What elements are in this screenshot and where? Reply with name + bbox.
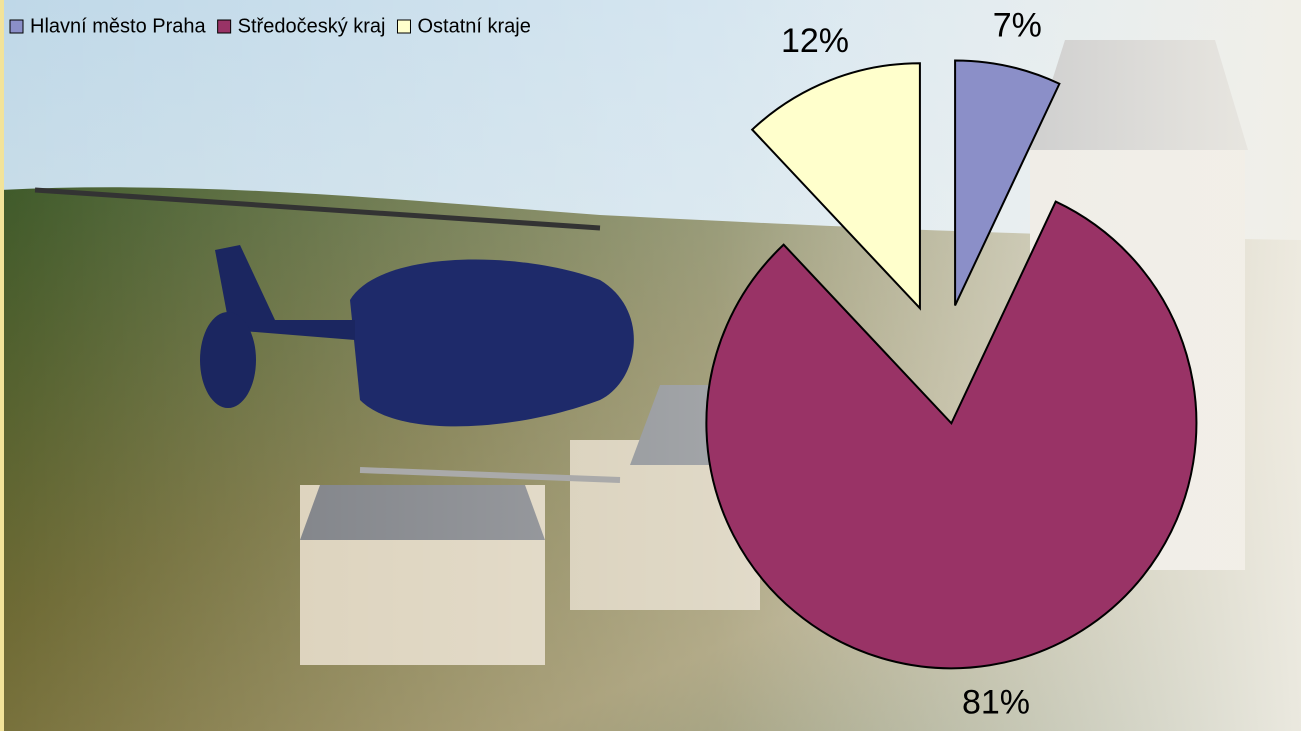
legend-label: Středočeský kraj [238,15,386,37]
legend-swatch [397,20,410,33]
legend-label: Ostatní kraje [417,15,530,37]
chart: Hlavní město Praha Středočeský kraj Ostatn… [0,0,1301,731]
legend-swatch [218,20,231,33]
data-label: 12% [781,22,849,60]
legend: Hlavní město Praha Středočeský kraj Ostatn… [10,15,531,37]
data-label: 81% [962,684,1030,722]
data-label: 7% [993,6,1042,44]
page: Hlavní město Praha Středočeský kraj Ostatn… [0,0,1301,731]
legend-label: Hlavní město Praha [30,15,207,37]
legend-swatch [10,20,23,33]
